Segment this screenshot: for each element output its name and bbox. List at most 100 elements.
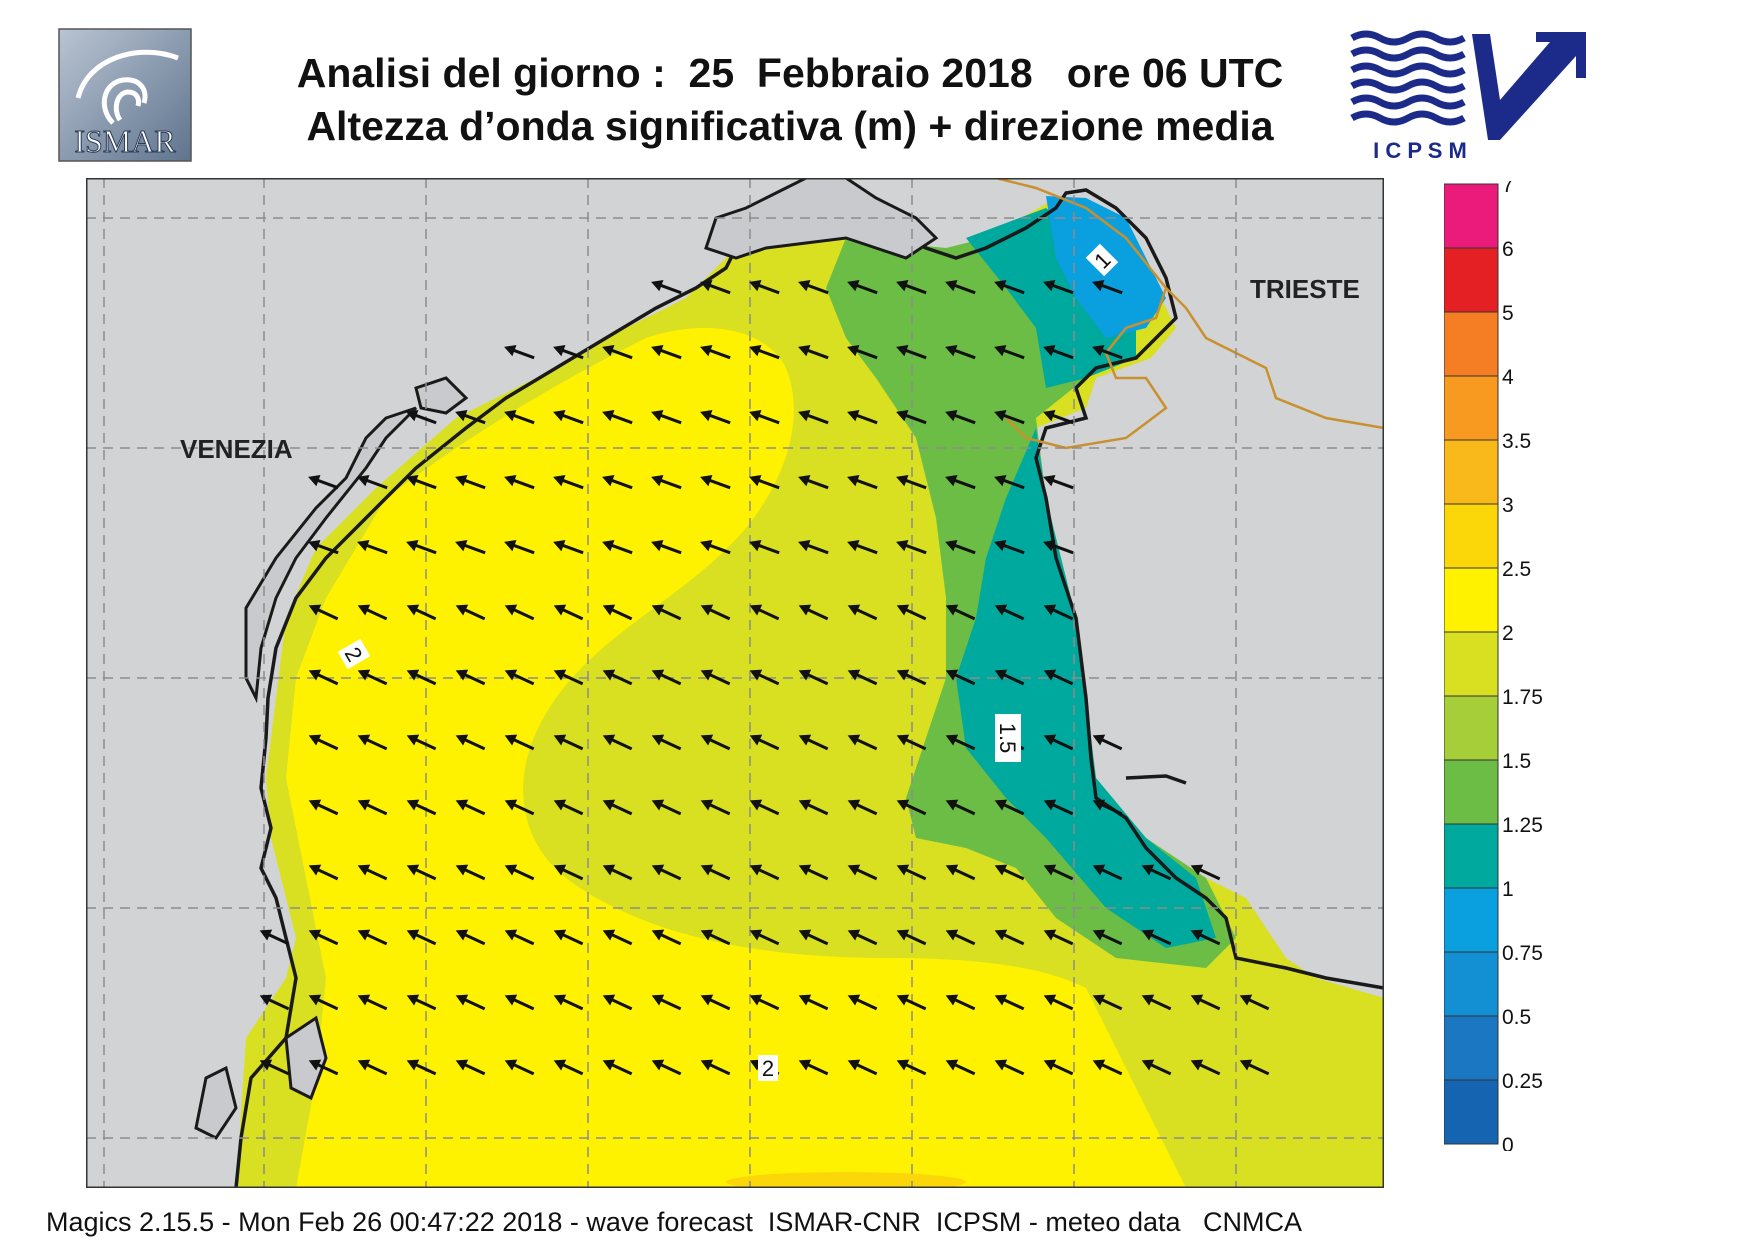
wave-direction-arrow bbox=[406, 929, 437, 946]
coastline bbox=[234, 188, 1384, 1188]
colorbar-swatch bbox=[1444, 1079, 1499, 1145]
wave-direction-arrow bbox=[1239, 1059, 1270, 1076]
wave-direction-arrow bbox=[896, 474, 927, 490]
wave-direction-arrow bbox=[896, 279, 927, 295]
wave-direction-arrow bbox=[553, 734, 584, 751]
wave-direction-arrow bbox=[994, 409, 1025, 425]
wave-direction-arrow bbox=[700, 929, 731, 946]
wave-direction-arrow bbox=[1190, 864, 1221, 881]
wave-direction-arrow bbox=[1092, 864, 1123, 881]
wave-direction-arrow bbox=[455, 669, 486, 686]
zone-2.5-3-spot bbox=[726, 1172, 966, 1188]
wave-direction-arrow bbox=[945, 734, 976, 751]
wave-direction-arrow bbox=[1190, 994, 1221, 1011]
wave-direction-arrow bbox=[749, 864, 780, 881]
colorbar-swatch bbox=[1444, 631, 1499, 697]
wave-direction-arrow bbox=[994, 994, 1025, 1011]
wave-direction-arrow bbox=[455, 734, 486, 751]
wave-direction-arrow bbox=[945, 864, 976, 881]
wave-direction-arrow bbox=[651, 604, 682, 621]
contour-label: 2 bbox=[762, 1056, 774, 1081]
wave-direction-arrow bbox=[847, 994, 878, 1011]
colorbar-swatch bbox=[1444, 695, 1499, 761]
wave-direction-arrow bbox=[945, 799, 976, 816]
wave-direction-arrow bbox=[994, 929, 1025, 946]
wave-direction-arrow bbox=[406, 669, 437, 686]
wave-direction-arrow bbox=[798, 474, 829, 490]
wave-direction-arrow bbox=[602, 994, 633, 1011]
wave-direction-arrow bbox=[504, 1059, 535, 1076]
colorbar-tick-label: 6 bbox=[1502, 238, 1514, 261]
wave-direction-arrow bbox=[651, 799, 682, 816]
colorbar-tick-label: 2.5 bbox=[1502, 558, 1531, 581]
wave-direction-arrow bbox=[651, 929, 682, 946]
wave-direction-arrow bbox=[308, 669, 339, 686]
wave-direction-arrow bbox=[798, 344, 829, 360]
colorbar-tick-label: 2 bbox=[1502, 622, 1514, 645]
wave-direction-arrow bbox=[504, 604, 535, 621]
wave-direction-arrow bbox=[994, 669, 1025, 686]
wave-direction-arrow bbox=[847, 279, 878, 295]
wave-direction-arrow bbox=[798, 1059, 829, 1076]
wave-direction-arrow bbox=[847, 929, 878, 946]
wave-direction-arrow bbox=[700, 864, 731, 881]
wave-direction-arrow bbox=[798, 734, 829, 751]
wave-direction-arrow bbox=[994, 864, 1025, 881]
wave-direction-arrow bbox=[357, 734, 388, 751]
wave-direction-arrow bbox=[896, 539, 927, 555]
wave-direction-arrow bbox=[798, 539, 829, 555]
wave-direction-arrow bbox=[504, 799, 535, 816]
wave-direction-arrow bbox=[602, 604, 633, 621]
wave-direction-arrow bbox=[602, 864, 633, 881]
wave-direction-arrow bbox=[455, 539, 486, 555]
wave-direction-arrow bbox=[700, 409, 731, 425]
colorbar-swatch bbox=[1444, 951, 1499, 1017]
wave-direction-arrow bbox=[308, 474, 339, 490]
wave-direction-arrow bbox=[896, 1059, 927, 1076]
wave-direction-arrow bbox=[651, 669, 682, 686]
wave-direction-arrow bbox=[651, 344, 682, 360]
wave-direction-arrow bbox=[357, 474, 388, 490]
wave-direction-arrow bbox=[945, 539, 976, 555]
wave-direction-arrow bbox=[798, 669, 829, 686]
wave-direction-arrow bbox=[651, 474, 682, 490]
wave-direction-arrow bbox=[1092, 929, 1123, 946]
wave-direction-arrow bbox=[602, 799, 633, 816]
wave-direction-arrow bbox=[994, 539, 1025, 555]
wave-direction-arrow bbox=[700, 994, 731, 1011]
colorbar-swatch bbox=[1444, 823, 1499, 889]
wave-direction-arrow bbox=[994, 474, 1025, 490]
wave-direction-arrow bbox=[357, 539, 388, 555]
wave-direction-arrow bbox=[553, 669, 584, 686]
wave-direction-arrow bbox=[504, 669, 535, 686]
wave-direction-arrow bbox=[308, 799, 339, 816]
zone-1-1.25 bbox=[956, 208, 1216, 948]
wave-direction-arrow bbox=[455, 929, 486, 946]
colorbar-tick-label: 0 bbox=[1502, 1134, 1514, 1151]
wave-direction-arrow bbox=[945, 929, 976, 946]
colorbar-swatch bbox=[1444, 439, 1499, 505]
wave-direction-arrow bbox=[700, 344, 731, 360]
wave-direction-arrow bbox=[1141, 864, 1172, 881]
wave-direction-arrow bbox=[847, 344, 878, 360]
wave-direction-arrow bbox=[749, 669, 780, 686]
wave-direction-arrow bbox=[700, 1059, 731, 1076]
wave-direction-arrow bbox=[847, 864, 878, 881]
wave-direction-arrow bbox=[602, 669, 633, 686]
icpsm-logo-icon bbox=[1350, 30, 1586, 140]
colorbar-tick-label: 7 bbox=[1502, 181, 1514, 197]
wave-direction-arrow bbox=[357, 604, 388, 621]
wave-direction-arrow bbox=[308, 1059, 339, 1076]
wave-direction-arrow bbox=[553, 799, 584, 816]
wave-direction-arrow bbox=[700, 669, 731, 686]
wave-direction-arrow bbox=[602, 474, 633, 490]
wave-direction-arrow bbox=[945, 994, 976, 1011]
wave-direction-arrow bbox=[798, 994, 829, 1011]
wave-direction-arrow bbox=[798, 864, 829, 881]
wave-direction-arrow bbox=[504, 994, 535, 1011]
wave-direction-arrow bbox=[259, 929, 290, 946]
wave-direction-arrow bbox=[651, 279, 682, 295]
wave-direction-arrow bbox=[455, 799, 486, 816]
wave-direction-arrow bbox=[553, 409, 584, 425]
wave-direction-arrow bbox=[994, 799, 1025, 816]
